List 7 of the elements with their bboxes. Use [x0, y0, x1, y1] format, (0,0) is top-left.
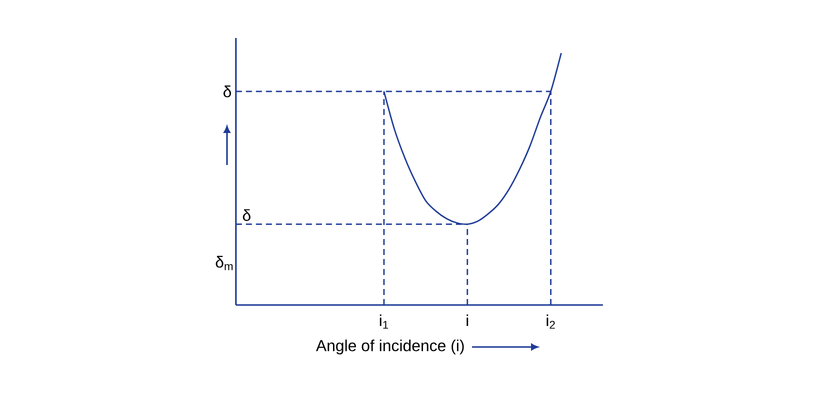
x-tick-label: i: [466, 314, 468, 326]
x-axis-title: Angle of incidence (i): [316, 340, 464, 354]
ref-line-label: δ: [224, 86, 232, 98]
x-tick-label: i$_{1}$: [380, 314, 388, 329]
ref-line-label: δ: [242, 209, 250, 221]
x-tick-label: i$_{2}$: [546, 314, 555, 329]
text: δ$_{m}$: [216, 256, 233, 270]
